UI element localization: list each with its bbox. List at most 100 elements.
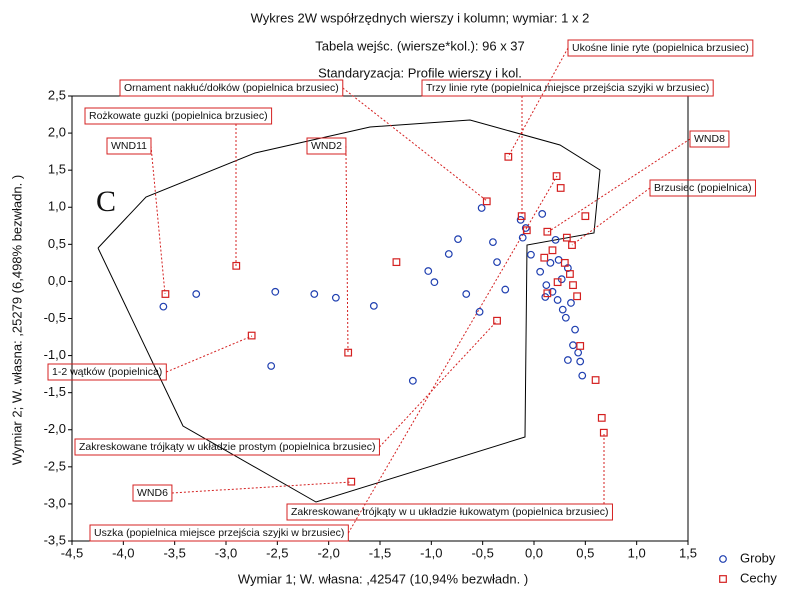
leader-line: [342, 87, 488, 202]
legend-label: Groby: [740, 550, 776, 565]
point: [408, 376, 417, 385]
annotation: Brzusiec (popielnica): [654, 182, 751, 194]
leader-line: [379, 320, 498, 448]
y-tick-label: -3,0: [44, 495, 66, 510]
point: [574, 348, 583, 357]
point: [518, 233, 527, 242]
point: [573, 292, 582, 301]
point: [161, 290, 170, 298]
point: [553, 278, 562, 287]
x-tick-label: -4,5: [61, 545, 83, 560]
point: [548, 287, 557, 296]
annotation: WND8: [694, 133, 725, 145]
point: [444, 250, 453, 258]
point: [271, 287, 280, 296]
point: [563, 356, 572, 364]
y-tick-label: 0,5: [48, 236, 66, 251]
point: [540, 253, 549, 262]
point: [493, 258, 501, 267]
point: [553, 296, 562, 304]
annotation: Zakreskowane trójkąty w układzie prostym…: [79, 441, 375, 453]
leader-line: [150, 145, 166, 295]
point: [267, 362, 276, 370]
leader-line: [345, 145, 349, 354]
point: [566, 270, 574, 278]
point: [576, 357, 585, 366]
x-tick-label: -4,0: [112, 545, 134, 560]
annotation-box: [421, 79, 714, 97]
point: [558, 305, 567, 314]
point: [591, 376, 600, 384]
legend-marker: [719, 555, 727, 563]
hull: [97, 119, 601, 503]
point: [477, 204, 486, 212]
y-tick-label: -1,0: [44, 347, 66, 362]
point: [430, 278, 439, 287]
y-tick-label: -3,5: [44, 532, 66, 547]
point: [571, 325, 579, 334]
plot-frame: [71, 95, 689, 542]
leader-line: [507, 47, 569, 158]
x-tick-label: -0,5: [471, 545, 493, 560]
point: [599, 428, 608, 437]
y-tick-label: 0,0: [48, 273, 66, 288]
y-tick-label: 1,0: [48, 199, 66, 214]
point: [567, 299, 575, 307]
point: [538, 210, 547, 218]
point: [501, 285, 510, 294]
point: [561, 313, 570, 322]
point: [493, 316, 501, 325]
point: [504, 152, 513, 161]
point: [424, 267, 433, 275]
x-tick-label: 0,0: [525, 545, 543, 560]
point: [462, 290, 471, 298]
legend-label: Cechy: [740, 570, 777, 585]
annotation: Zakreskowane trójkąty w u układzie łukow…: [291, 506, 608, 518]
x-tick-label: -1,5: [369, 545, 391, 560]
annotation: WND11: [111, 140, 147, 152]
point: [475, 307, 484, 316]
annotation: Ukośne linie ryte (popielnica brzusiec): [572, 42, 749, 54]
point: [562, 233, 571, 242]
annotation-box: [84, 107, 273, 125]
point: [344, 348, 353, 357]
title-line: Tabela wejśc. (wiersze*kol.): 96 x 37: [315, 38, 525, 53]
point: [392, 258, 401, 267]
leader-line: [547, 138, 691, 233]
point: [521, 224, 530, 232]
point: [548, 246, 557, 255]
point: [522, 226, 531, 235]
x-axis-label: Wymiar 1; W. własna: ,42547 (10,94% bezw…: [238, 571, 528, 586]
y-tick-label: -1,5: [44, 384, 66, 399]
y-tick-label: -0,5: [44, 310, 66, 325]
point: [569, 281, 577, 290]
leader-line: [171, 481, 352, 494]
point: [454, 235, 462, 244]
annotation: WND2: [311, 140, 342, 152]
point: [232, 261, 241, 270]
x-tick-label: -1,0: [420, 545, 442, 560]
point: [159, 302, 168, 311]
annotation: 1-2 wątków (popielnica): [52, 366, 162, 378]
x-tick-label: -2,0: [317, 545, 339, 560]
x-tick-label: -3,0: [215, 545, 237, 560]
annotation-box: [286, 503, 613, 521]
panel-letter: C: [96, 185, 116, 218]
point: [247, 331, 256, 340]
x-tick-label: -3,5: [163, 545, 185, 560]
point: [552, 172, 561, 181]
annotation: Ornament nakłuć/dołków (popielnica brzus…: [124, 82, 339, 94]
leader-line: [347, 175, 558, 534]
point: [551, 235, 560, 244]
point: [597, 413, 606, 422]
point: [331, 293, 340, 302]
point: [569, 341, 577, 350]
x-tick-label: 0,5: [576, 545, 594, 560]
point: [543, 289, 552, 298]
x-tick-label: -2,5: [266, 545, 288, 560]
x-tick-label: 1,5: [679, 545, 697, 560]
point: [517, 212, 526, 221]
y-tick-label: 1,5: [48, 162, 66, 177]
title-line: Wykres 2W współrzędnych wierszy i kolumn…: [251, 10, 590, 25]
